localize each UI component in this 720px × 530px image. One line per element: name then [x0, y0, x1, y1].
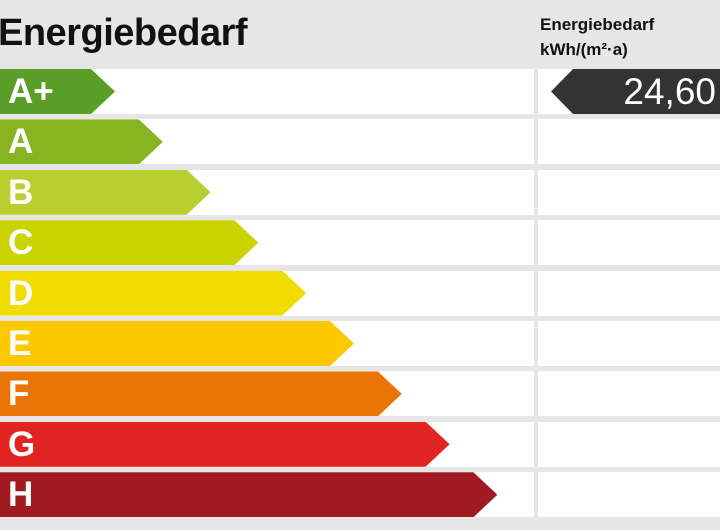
value-cell — [538, 472, 720, 518]
energy-class-bar: B — [0, 169, 211, 215]
unit-header: Energiebedarf kWh/(m²·a) — [540, 12, 654, 62]
energy-class-row: E — [0, 321, 534, 366]
unit-header-line1: Energiebedarf — [540, 15, 655, 34]
energy-class-row: H — [0, 472, 534, 518]
energy-class-row: A+ — [0, 69, 534, 114]
energy-class-bar: A — [0, 119, 163, 165]
energy-class-bar: H — [0, 472, 498, 518]
unit-header-line2: kWh/(m²·a) — [540, 40, 628, 59]
energy-class-label: C — [8, 223, 34, 263]
energy-class-bar: E — [0, 321, 354, 366]
energy-class-bar: G — [0, 421, 450, 467]
energy-class-label: D — [8, 273, 34, 313]
energy-class-row: C — [0, 220, 534, 266]
energy-class-row: G — [0, 421, 534, 467]
energy-class-label: F — [8, 374, 30, 414]
energy-class-bar: D — [0, 270, 307, 316]
page-title: Energiebedarf — [0, 12, 248, 54]
energy-class-label: B — [8, 172, 34, 212]
value-cell — [538, 421, 720, 467]
value-cell — [538, 321, 720, 366]
energy-class-label: E — [8, 324, 32, 363]
energy-class-label: A+ — [8, 72, 54, 111]
energy-class-label: H — [8, 475, 34, 515]
energy-class-label: G — [8, 424, 36, 464]
value-cell — [538, 270, 720, 316]
value-cell — [538, 220, 720, 266]
energy-class-row: A — [0, 119, 534, 165]
value-cell — [538, 119, 720, 165]
energy-class-bar: F — [0, 371, 402, 417]
energy-class-bar: A+ — [0, 69, 115, 114]
value-marker: 24,60 — [551, 69, 720, 114]
energy-class-label: A — [8, 122, 34, 162]
value-cell — [538, 169, 720, 215]
energy-value: 24,60 — [623, 71, 716, 112]
value-cell — [538, 371, 720, 417]
energy-class-bar: C — [0, 220, 259, 266]
energy-class-row: B — [0, 169, 534, 215]
energy-class-row: F — [0, 371, 534, 417]
energy-class-row: D — [0, 270, 534, 316]
